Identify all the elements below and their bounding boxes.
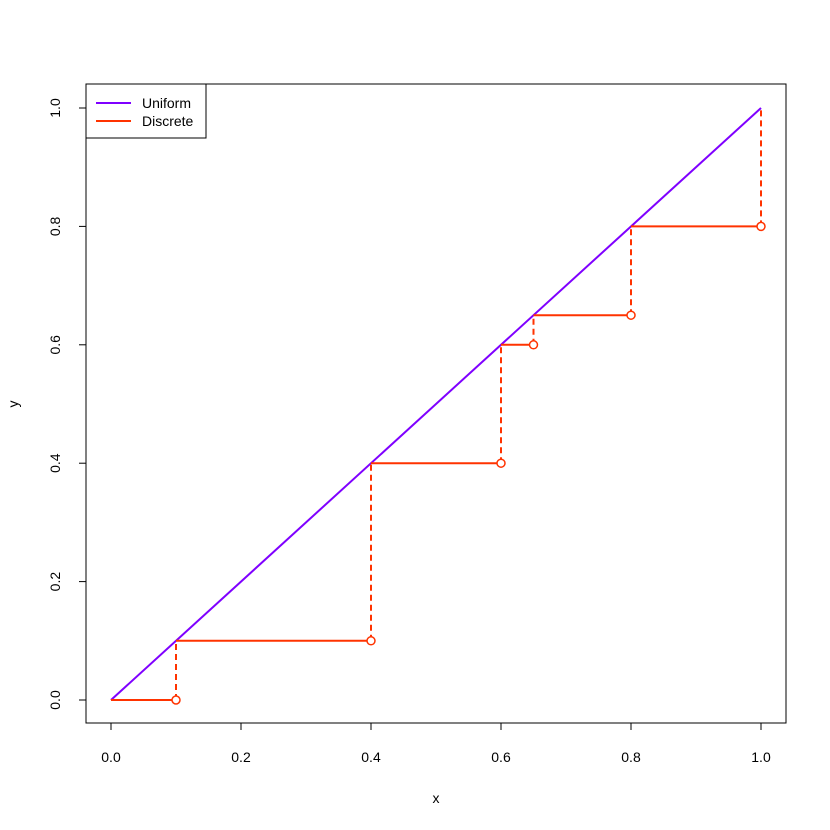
series-uniform (110, 107, 762, 701)
legend-label: Uniform (142, 95, 191, 111)
legend-box (85, 83, 207, 139)
y-axis: 0.0 0.2 0.4 0.6 0.8 1.0 (47, 98, 87, 710)
open-point (366, 636, 376, 646)
x-axis-label: x (433, 790, 440, 806)
y-tick-label: 0.8 (47, 216, 63, 236)
x-tick-label: 0.8 (621, 749, 641, 765)
open-point (496, 458, 506, 468)
open-point (171, 695, 181, 705)
open-point (626, 310, 636, 320)
open-point (756, 221, 766, 232)
legend: Uniform Discrete (85, 83, 207, 139)
x-axis: 0.0 0.2 0.4 0.6 0.8 1.0 (101, 722, 771, 765)
legend-label: Discrete (142, 113, 194, 129)
y-tick-label: 0.6 (47, 335, 63, 355)
x-tick-label: 1.0 (751, 749, 771, 765)
series-layer (110, 107, 766, 705)
uniform-line (110, 107, 762, 701)
x-tick-label: 0.6 (491, 749, 511, 765)
x-tick-label: 0.4 (361, 749, 381, 765)
series-discrete (111, 108, 766, 705)
y-tick-label: 1.0 (47, 98, 63, 118)
y-tick-label: 0.4 (47, 453, 63, 473)
y-tick-label: 0.2 (47, 572, 63, 592)
y-tick-label: 0.0 (47, 690, 63, 710)
x-tick-label: 0.0 (101, 749, 121, 765)
x-tick-label: 0.2 (231, 749, 251, 765)
open-point (528, 340, 539, 350)
y-axis-label: y (5, 401, 21, 408)
